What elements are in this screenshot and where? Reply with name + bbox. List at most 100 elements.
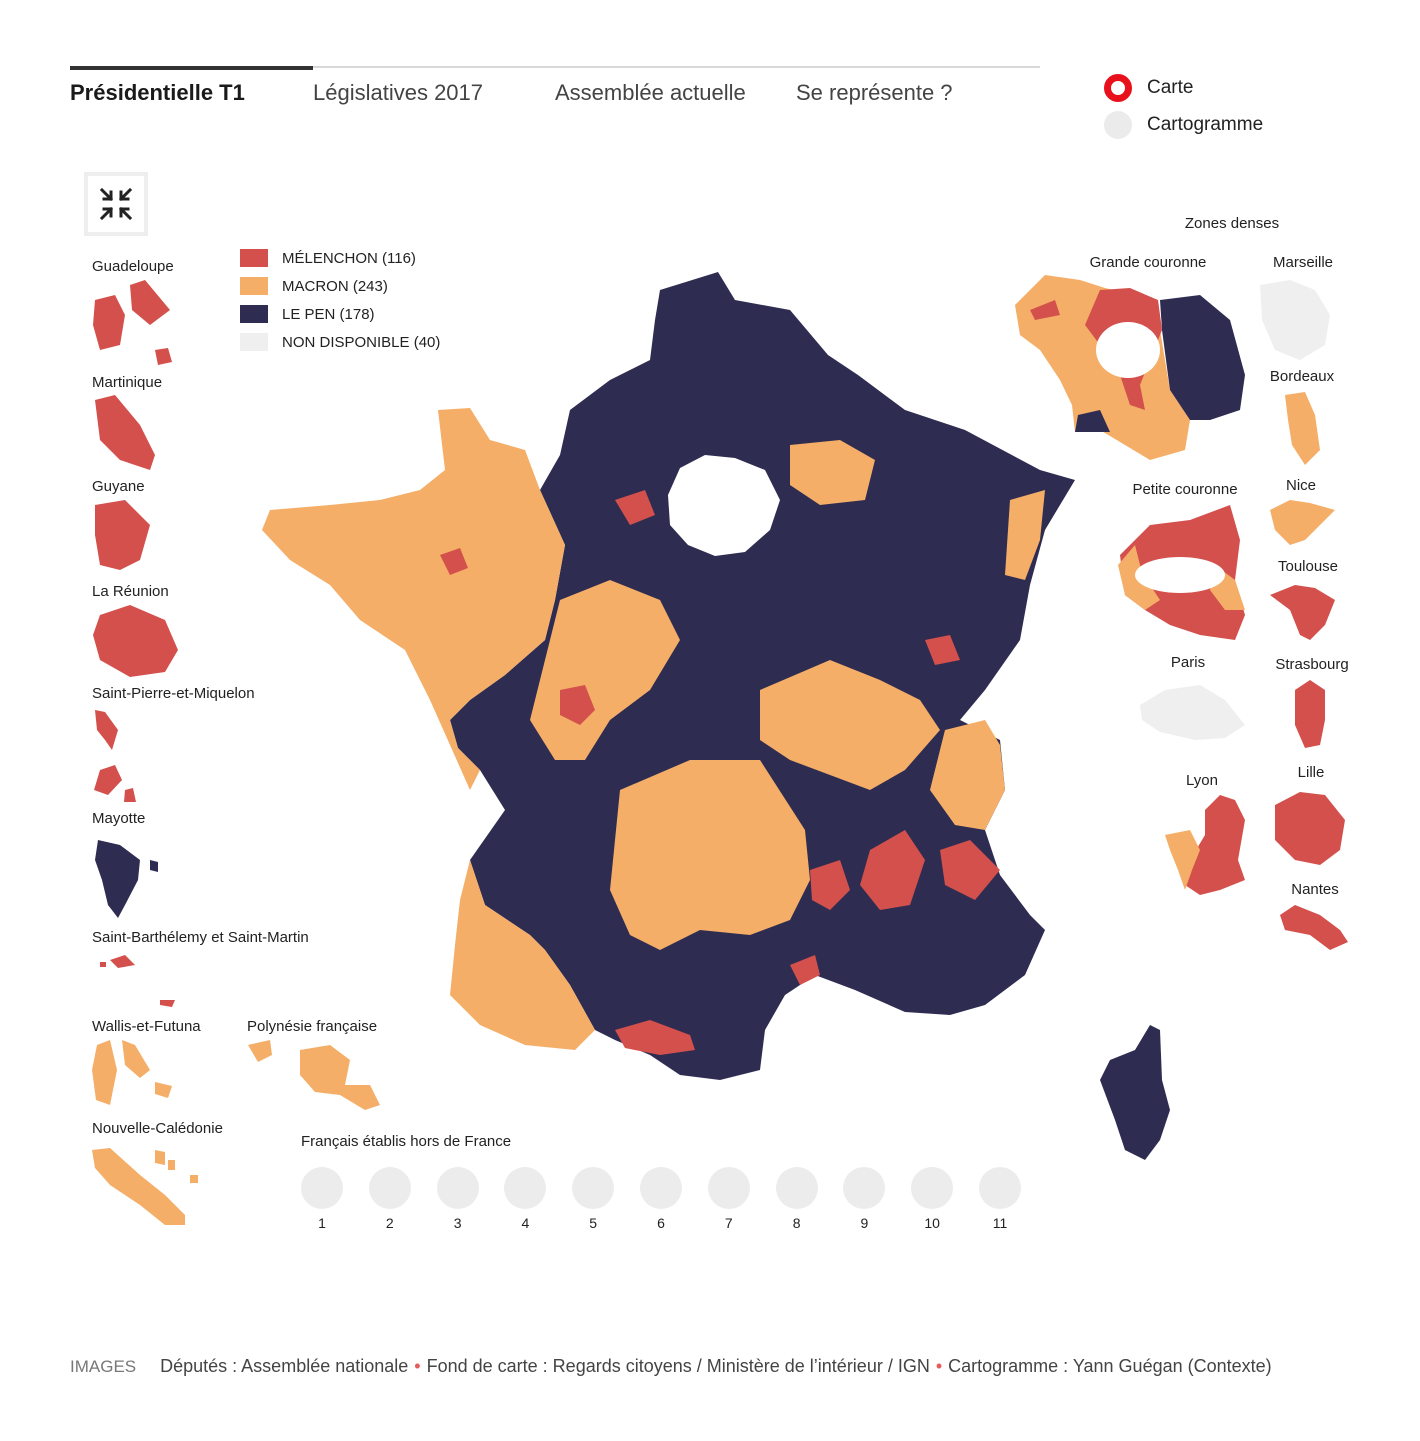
melenchon-limoges-area[interactable] [560,685,595,725]
reunion-map[interactable] [93,605,178,677]
tab-assemblee-actuelle[interactable]: Assemblée actuelle [555,80,746,105]
abroad-circonscription-1[interactable] [301,1167,343,1209]
lyon-map[interactable] [1185,795,1245,895]
abroad-circonscription-number: 6 [657,1215,665,1231]
mode-carte-option[interactable]: Carte [1104,74,1193,102]
lille-map[interactable] [1275,792,1345,865]
credit-cartogramme: Cartogramme : Yann Guégan (Contexte) [948,1356,1272,1376]
label-paris: Paris [1170,654,1206,671]
paris-map[interactable] [1140,685,1245,740]
melenchon-montpellier-area[interactable] [790,955,820,985]
abroad-circonscription-5[interactable] [572,1167,615,1209]
legend-melenchon: MÉLENCHON (116) [240,249,416,267]
mode-carte-label: Carte [1147,77,1194,98]
abroad-circonscription-number: 4 [521,1215,530,1231]
label-strasbourg: Strasbourg [1275,656,1349,673]
melenchon-marseille-area[interactable] [810,860,850,910]
corsica-map[interactable] [1100,1025,1170,1160]
melenchon-doubs-area[interactable] [925,635,960,665]
legend-label-macron: MACRON (243) [282,277,388,295]
legend-label-le-pen: LE PEN (178) [282,305,375,323]
legend-non-disponible: NON DISPONIBLE (40) [240,333,440,351]
macron-alsace-region[interactable] [1005,490,1045,580]
label-abroad: Français établis hors de France [301,1133,512,1150]
macron-center-region[interactable] [610,760,810,950]
abroad-circonscription-number: 8 [792,1215,801,1231]
mayotte-map[interactable] [95,840,158,918]
credit-deputes: Députés : Assemblée nationale [160,1356,409,1376]
abroad-circonscription-number: 9 [860,1215,869,1231]
label-lyon: Lyon [1186,772,1218,789]
polynesie-map[interactable] [248,1040,380,1110]
label-wallis: Wallis-et-Futuna [92,1018,201,1035]
label-petite-couronne: Petite couronne [1132,481,1238,498]
footer-credits: IMAGES Députés : Assemblée nationale • Fond… [70,1356,1272,1377]
macron-alps-region[interactable] [930,720,1005,830]
abroad-circonscription-number: 11 [992,1215,1008,1231]
credit-fond-de-carte: Fond de carte : Regards citoyens / Minis… [426,1356,930,1376]
label-toulouse: Toulouse [1277,558,1339,575]
legend-swatch-le-pen [240,305,268,323]
abroad-circonscription-11[interactable] [979,1167,1021,1209]
petite-couronne-hole [1135,557,1225,593]
melenchon-isere-area[interactable] [940,840,1000,900]
macron-southwest-region[interactable] [450,860,595,1050]
abroad-circonscription-8[interactable] [775,1167,818,1209]
radio-selected-icon[interactable] [1104,74,1132,102]
abroad-circonscription-9[interactable] [843,1167,886,1209]
tab-se-represente[interactable]: Se représente ? [796,80,953,105]
macron-west-region[interactable] [262,408,565,790]
wallis-map[interactable] [92,1040,172,1105]
grande-couronne-melenchon[interactable] [1030,288,1162,410]
macron-burgundy-region[interactable] [760,660,940,790]
label-guadeloupe: Guadeloupe [92,258,174,275]
bordeaux-map[interactable] [1285,392,1320,465]
stbarth-map[interactable] [100,955,175,1007]
petite-couronne-macron[interactable] [1118,545,1245,610]
macron-champagne-region[interactable] [790,440,875,505]
melenchon-rennes-area[interactable] [440,548,468,575]
toulouse-map[interactable] [1270,585,1335,640]
label-grande-couronne: Grande couronne [1089,254,1207,271]
abroad-circonscription-4[interactable] [504,1167,547,1209]
abroad-circonscription-6[interactable] [640,1167,682,1209]
melenchon-toulouse-area[interactable] [615,1020,695,1055]
active-tab-indicator [70,66,313,70]
tab-legislatives-2017[interactable]: Législatives 2017 [313,80,484,105]
caledonie-map[interactable] [92,1148,198,1225]
melenchon-rouen-area[interactable] [615,490,655,525]
spm-map[interactable] [94,710,136,802]
strasbourg-map[interactable] [1295,680,1325,748]
legend-macron: MACRON (243) [240,277,388,295]
abroad-circonscription-number: 2 [385,1215,394,1231]
abroad-circonscription-3[interactable] [436,1167,479,1209]
mode-cartogramme-option[interactable]: Cartogramme [1104,111,1263,139]
mainland-france-map[interactable] [262,272,1075,1080]
dense-zones-maps [1015,275,1348,950]
nantes-map[interactable] [1280,905,1348,950]
overseas-maps [92,280,380,1225]
legend-label-non-disponible: NON DISPONIBLE (40) [282,333,441,351]
marseille-map[interactable] [1260,280,1330,360]
label-martinique: Martinique [92,374,163,391]
mode-cartogramme-label: Cartogramme [1147,114,1264,135]
lyon-map-macron[interactable] [1165,830,1200,890]
abroad-circonscription-10[interactable] [911,1167,954,1209]
collapse-map-button[interactable] [84,172,148,236]
abroad-circonscription-7[interactable] [707,1167,750,1209]
martinique-map[interactable] [95,395,155,470]
label-polynesie: Polynésie française [247,1018,378,1035]
grande-couronne-le-pen[interactable] [1075,295,1245,432]
radio-unselected-icon[interactable] [1104,111,1132,139]
nice-map[interactable] [1270,500,1335,545]
melenchon-rhone-area[interactable] [860,830,925,910]
guadeloupe-map[interactable] [93,280,172,365]
legend-swatch-melenchon [240,249,268,267]
bullet-icon: • [935,1356,943,1376]
label-bordeaux: Bordeaux [1269,368,1335,385]
abroad-circonscription-2[interactable] [368,1167,411,1209]
tab-presidentielle-t1[interactable]: Présidentielle T1 [70,80,245,105]
legend-swatch-non-disponible [240,333,268,351]
guyane-map[interactable] [95,500,150,570]
